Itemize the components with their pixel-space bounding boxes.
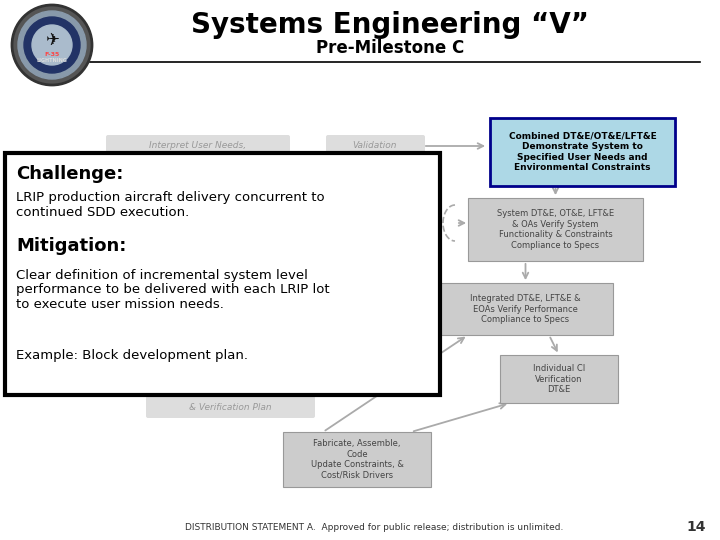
Text: Integrated DT&E, LFT&E &
EOAs Verify Performance
Compliance to Specs: Integrated DT&E, LFT&E & EOAs Verify Per… [470, 294, 581, 324]
Text: Individual CI
Verification
DT&E: Individual CI Verification DT&E [533, 364, 585, 394]
Circle shape [12, 5, 92, 85]
Text: ✈: ✈ [45, 31, 59, 49]
Text: LIGHTNING: LIGHTNING [37, 57, 68, 63]
Text: F-35: F-35 [45, 51, 60, 57]
FancyBboxPatch shape [146, 396, 315, 418]
Text: Mitigation:: Mitigation: [16, 237, 127, 255]
FancyBboxPatch shape [283, 432, 431, 487]
Text: LRIP production aircraft delivery concurrent to
continued SDD execution.: LRIP production aircraft delivery concur… [16, 191, 325, 219]
Text: Challenge:: Challenge: [16, 165, 123, 183]
FancyBboxPatch shape [326, 135, 425, 157]
FancyBboxPatch shape [468, 198, 643, 261]
Circle shape [18, 11, 86, 79]
Text: Fabricate, Assemble,
Code
Update Constraints, &
Cost/Risk Drivers: Fabricate, Assemble, Code Update Constra… [310, 440, 403, 480]
Text: 14: 14 [686, 520, 706, 534]
Text: Example: Block development plan.: Example: Block development plan. [16, 349, 248, 362]
Text: Clear definition of incremental system level
performance to be delivered with ea: Clear definition of incremental system l… [16, 268, 330, 312]
FancyBboxPatch shape [5, 153, 440, 395]
Text: Systems Engineering “V”: Systems Engineering “V” [191, 11, 589, 39]
FancyBboxPatch shape [106, 135, 290, 157]
Text: Interpret User Needs,: Interpret User Needs, [150, 141, 246, 151]
FancyBboxPatch shape [438, 283, 613, 335]
Text: Combined DT&E/OT&E/LFT&E
Demonstrate System to
Specified User Needs and
Environm: Combined DT&E/OT&E/LFT&E Demonstrate Sys… [508, 132, 657, 172]
FancyBboxPatch shape [490, 118, 675, 186]
Text: Validation: Validation [353, 141, 397, 151]
Text: & Verification Plan: & Verification Plan [189, 402, 271, 411]
FancyBboxPatch shape [500, 355, 618, 403]
Text: System DT&E, OT&E, LFT&E
& OAs Verify System
Functionality & Constraints
Complia: System DT&E, OT&E, LFT&E & OAs Verify Sy… [497, 210, 614, 249]
Circle shape [24, 17, 80, 73]
Text: DISTRIBUTION STATEMENT A.  Approved for public release; distribution is unlimite: DISTRIBUTION STATEMENT A. Approved for p… [185, 523, 563, 531]
Text: Pre-Milestone C: Pre-Milestone C [316, 39, 464, 57]
Circle shape [32, 25, 72, 65]
